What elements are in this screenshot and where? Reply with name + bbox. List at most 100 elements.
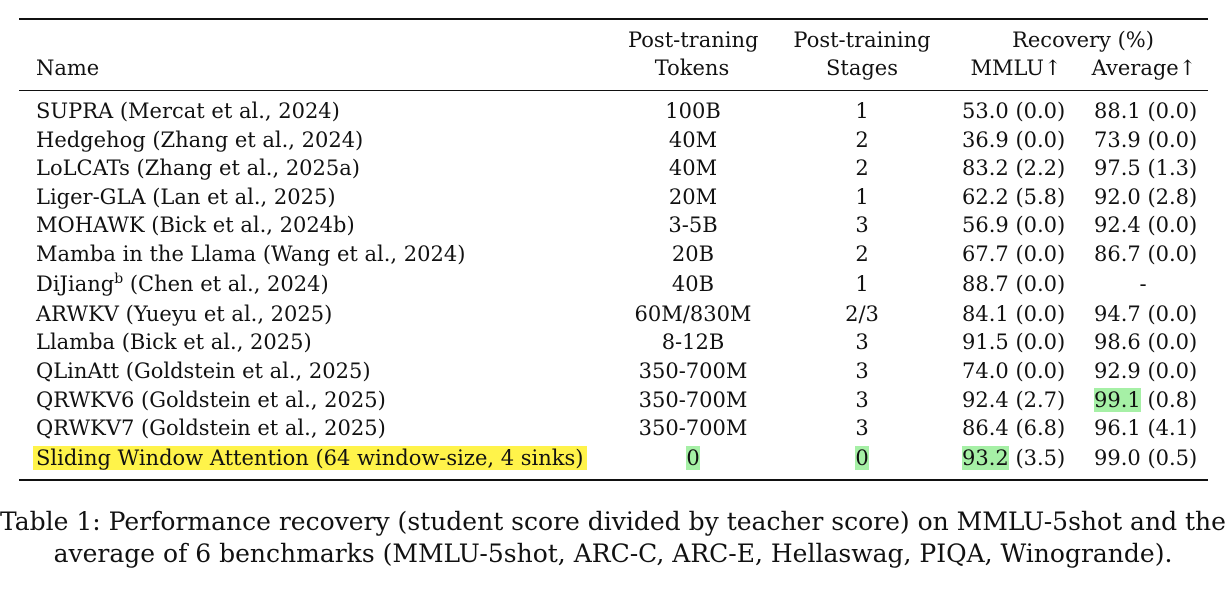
mmlu-value: 56.9 [962,213,1009,237]
row-average: 94.7 (0.0) [1094,300,1206,328]
table-row: QRWKV6 (Goldstein et al., 2025) 350-700M… [0,386,1226,414]
avg-value: 73.9 [1094,127,1141,152]
row-stages: 1 [855,184,869,209]
row-tokens: 40M [668,127,718,152]
row-tokens: 350-700M [638,416,748,440]
row-stages: 1 [855,272,869,296]
row-name: ARWKV (Yueyu et al., 2025) [36,301,333,326]
row-average: 99.0 (0.5) [1094,444,1206,472]
table-top-rule [19,18,1208,20]
mmlu-sd: (0.0) [1015,241,1066,266]
mmlu-sd: (0.0) [1015,127,1066,152]
row-name: Hedgehog (Zhang et al., 2024) [36,127,364,152]
row-mmlu: 36.9 (0.0) [962,126,1074,154]
row-average: 97.5 (1.3) [1094,154,1206,182]
table-caption: Table 1: Performance recovery (student s… [0,506,1226,570]
header-stages-line2: Stages [826,56,898,80]
avg-value: 99.0 [1094,446,1141,470]
row-tokens: 3-5B [668,213,718,237]
row-mmlu: 74.0 (0.0) [962,357,1074,385]
mmlu-value: 36.9 [962,127,1009,152]
mmlu-sd: (0.0) [1015,272,1066,296]
row-tokens: 0 [620,444,766,472]
table-header-rule [19,90,1208,91]
row-tokens: 350-700M [638,359,748,383]
avg-sd: (4.1) [1147,416,1198,440]
table-row: Hedgehog (Zhang et al., 2024) 40M 2 36.9… [0,126,1226,154]
table-row: Llamba (Bick et al., 2025) 8-12B 3 91.5 … [0,328,1226,356]
mmlu-value: 91.5 [962,330,1009,354]
row-stages: 2 [855,241,869,266]
mmlu-sd: (0.0) [1015,213,1066,237]
footnote-marker: b [114,271,124,287]
mmlu-value-highlight: 93.2 [962,446,1009,470]
row-stages: 3 [855,213,869,237]
header-stages-line1: Post-training [793,28,931,52]
avg-sd: (0.0) [1147,99,1198,123]
row-average: 92.0 (2.8) [1094,183,1206,211]
avg-sd: (0.0) [1147,301,1198,326]
row-name: DiJiangb (Chen et al., 2024) [36,270,329,298]
mmlu-sd: (6.8) [1015,416,1066,440]
row-mmlu: 53.0 (0.0) [962,97,1074,125]
header-mmlu: MMLU↑ [970,56,1062,80]
table-row: Mamba in the Llama (Wang et al., 2024) 2… [0,240,1226,268]
row-average: 88.1 (0.0) [1094,97,1206,125]
row-name: SUPRA (Mercat et al., 2024) [36,99,340,123]
mmlu-value: 86.4 [962,416,1009,440]
row-mmlu: 91.5 (0.0) [962,328,1074,356]
row-stages: 2/3 [845,301,879,326]
row-tokens: 60M/830M [634,301,752,326]
table-row: DiJiangb (Chen et al., 2024) 40B 1 88.7 … [0,270,1226,298]
mmlu-sd: (0.0) [1015,359,1066,383]
row-tokens: 40B [671,272,715,296]
row-tokens: 8-12B [661,330,725,354]
row-stages: 3 [855,387,869,412]
row-name: LoLCATs (Zhang et al., 2025a) [36,156,360,180]
row-name-main: DiJiang [36,272,115,296]
row-tokens: 40M [668,156,718,180]
row-stages: 2 [855,127,869,152]
row-tokens: 20B [671,241,715,266]
mmlu-sd: (0.0) [1015,330,1066,354]
row-stages: 3 [855,416,869,440]
avg-sd: (0.8) [1147,387,1198,412]
row-stages: 2 [855,156,869,180]
row-average: 73.9 (0.0) [1094,126,1206,154]
row-mmlu: 84.1 (0.0) [962,300,1074,328]
row-mmlu: 83.2 (2.2) [962,154,1074,182]
mmlu-value: 84.1 [962,301,1009,326]
row-stages: 0 [790,444,934,472]
caption-line-1: Table 1: Performance recovery (student s… [0,507,1226,536]
table-row: QRWKV7 (Goldstein et al., 2025) 350-700M… [0,414,1226,442]
mmlu-sd: (5.8) [1015,184,1066,209]
mmlu-value: 74.0 [962,359,1009,383]
mmlu-sd: (2.7) [1015,387,1066,412]
avg-value: 86.7 [1094,241,1141,266]
table-row-highlighted: Sliding Window Attention (64 window-size… [0,444,1226,472]
avg-sd: (0.0) [1147,213,1198,237]
avg-value: 96.1 [1094,416,1141,440]
avg-value: 88.1 [1094,99,1141,123]
row-name: Mamba in the Llama (Wang et al., 2024) [36,241,466,266]
avg-sd: (0.0) [1147,359,1198,383]
row-average: 99.1 (0.8) [1094,386,1206,414]
mmlu-value: 53.0 [962,99,1009,123]
row-tokens: 350-700M [638,387,748,412]
mmlu-value: 88.7 [962,272,1009,296]
row-name: MOHAWK (Bick et al., 2024b) [36,213,355,237]
row-name: Llamba (Bick et al., 2025) [36,330,312,354]
row-name: Sliding Window Attention (64 window-size… [33,444,587,472]
row-stages: 1 [855,99,869,123]
row-mmlu: 88.7 (0.0) [962,270,1074,298]
avg-value: 97.5 [1094,156,1141,180]
table-bottom-rule [19,479,1208,481]
row-average: 92.4 (0.0) [1094,211,1206,239]
header-tokens-line1: Post-traning [628,28,759,52]
row-name: QRWKV6 (Goldstein et al., 2025) [36,387,386,412]
table-row: Liger-GLA (Lan et al., 2025) 20M 1 62.2 … [0,183,1226,211]
row-mmlu: 92.4 (2.7) [962,386,1074,414]
row-tokens: 100B [665,99,721,123]
avg-value-highlight: 99.1 [1094,387,1141,412]
mmlu-value: 62.2 [962,184,1009,209]
